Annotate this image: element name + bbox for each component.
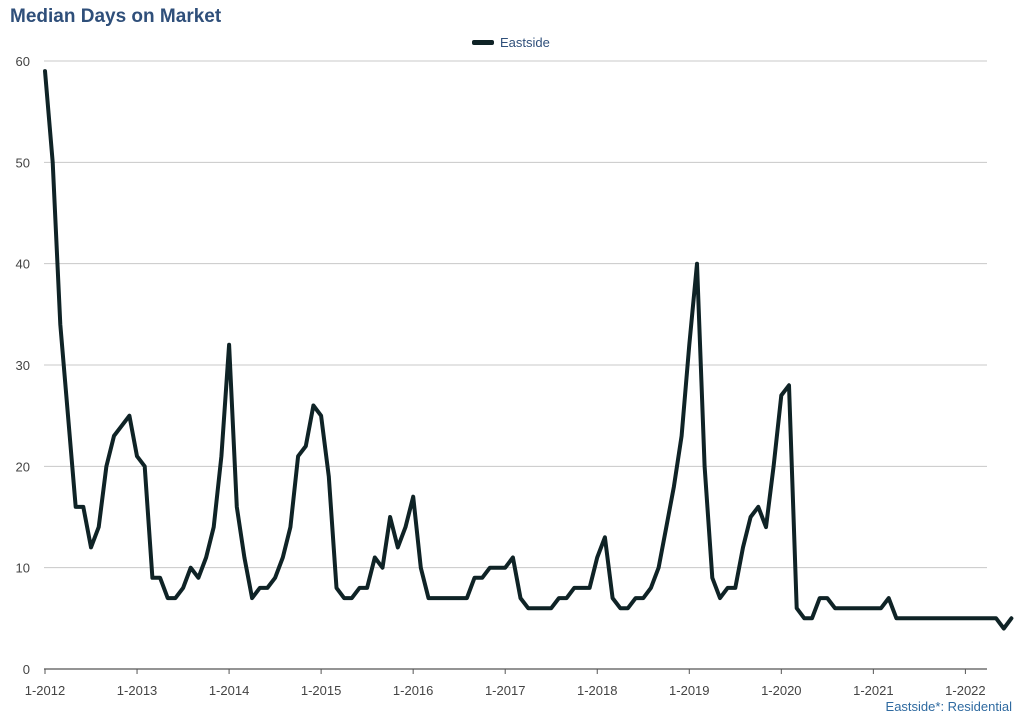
x-tick-label: 1-2017 — [485, 683, 525, 698]
x-tick-label: 1-2012 — [25, 683, 65, 698]
x-tick-label: 1-2013 — [117, 683, 157, 698]
y-tick-label: 60 — [16, 54, 30, 69]
y-tick-label: 0 — [23, 662, 30, 677]
x-tick-label: 1-2014 — [209, 683, 249, 698]
x-tick-label: 1-2015 — [301, 683, 341, 698]
legend-swatch — [472, 40, 494, 45]
x-tick-label: 1-2020 — [761, 683, 801, 698]
x-tick-label: 1-2016 — [393, 683, 433, 698]
chart-title: Median Days on Market — [10, 6, 222, 27]
x-tick-label: 1-2022 — [945, 683, 985, 698]
y-tick-label: 20 — [16, 459, 30, 474]
x-tick-label: 1-2021 — [853, 683, 893, 698]
x-tick-label: 1-2019 — [669, 683, 709, 698]
y-tick-label: 40 — [16, 257, 30, 272]
legend-label: Eastside — [500, 35, 550, 50]
x-tick-label: 1-2018 — [577, 683, 617, 698]
legend: Eastside — [472, 35, 550, 50]
y-tick-label: 30 — [16, 358, 30, 373]
chart-footnote: Eastside*: Residential — [885, 699, 1012, 714]
series-line-eastside — [43, 69, 1014, 631]
y-tick-label: 50 — [16, 155, 30, 170]
y-tick-label: 10 — [16, 561, 30, 576]
